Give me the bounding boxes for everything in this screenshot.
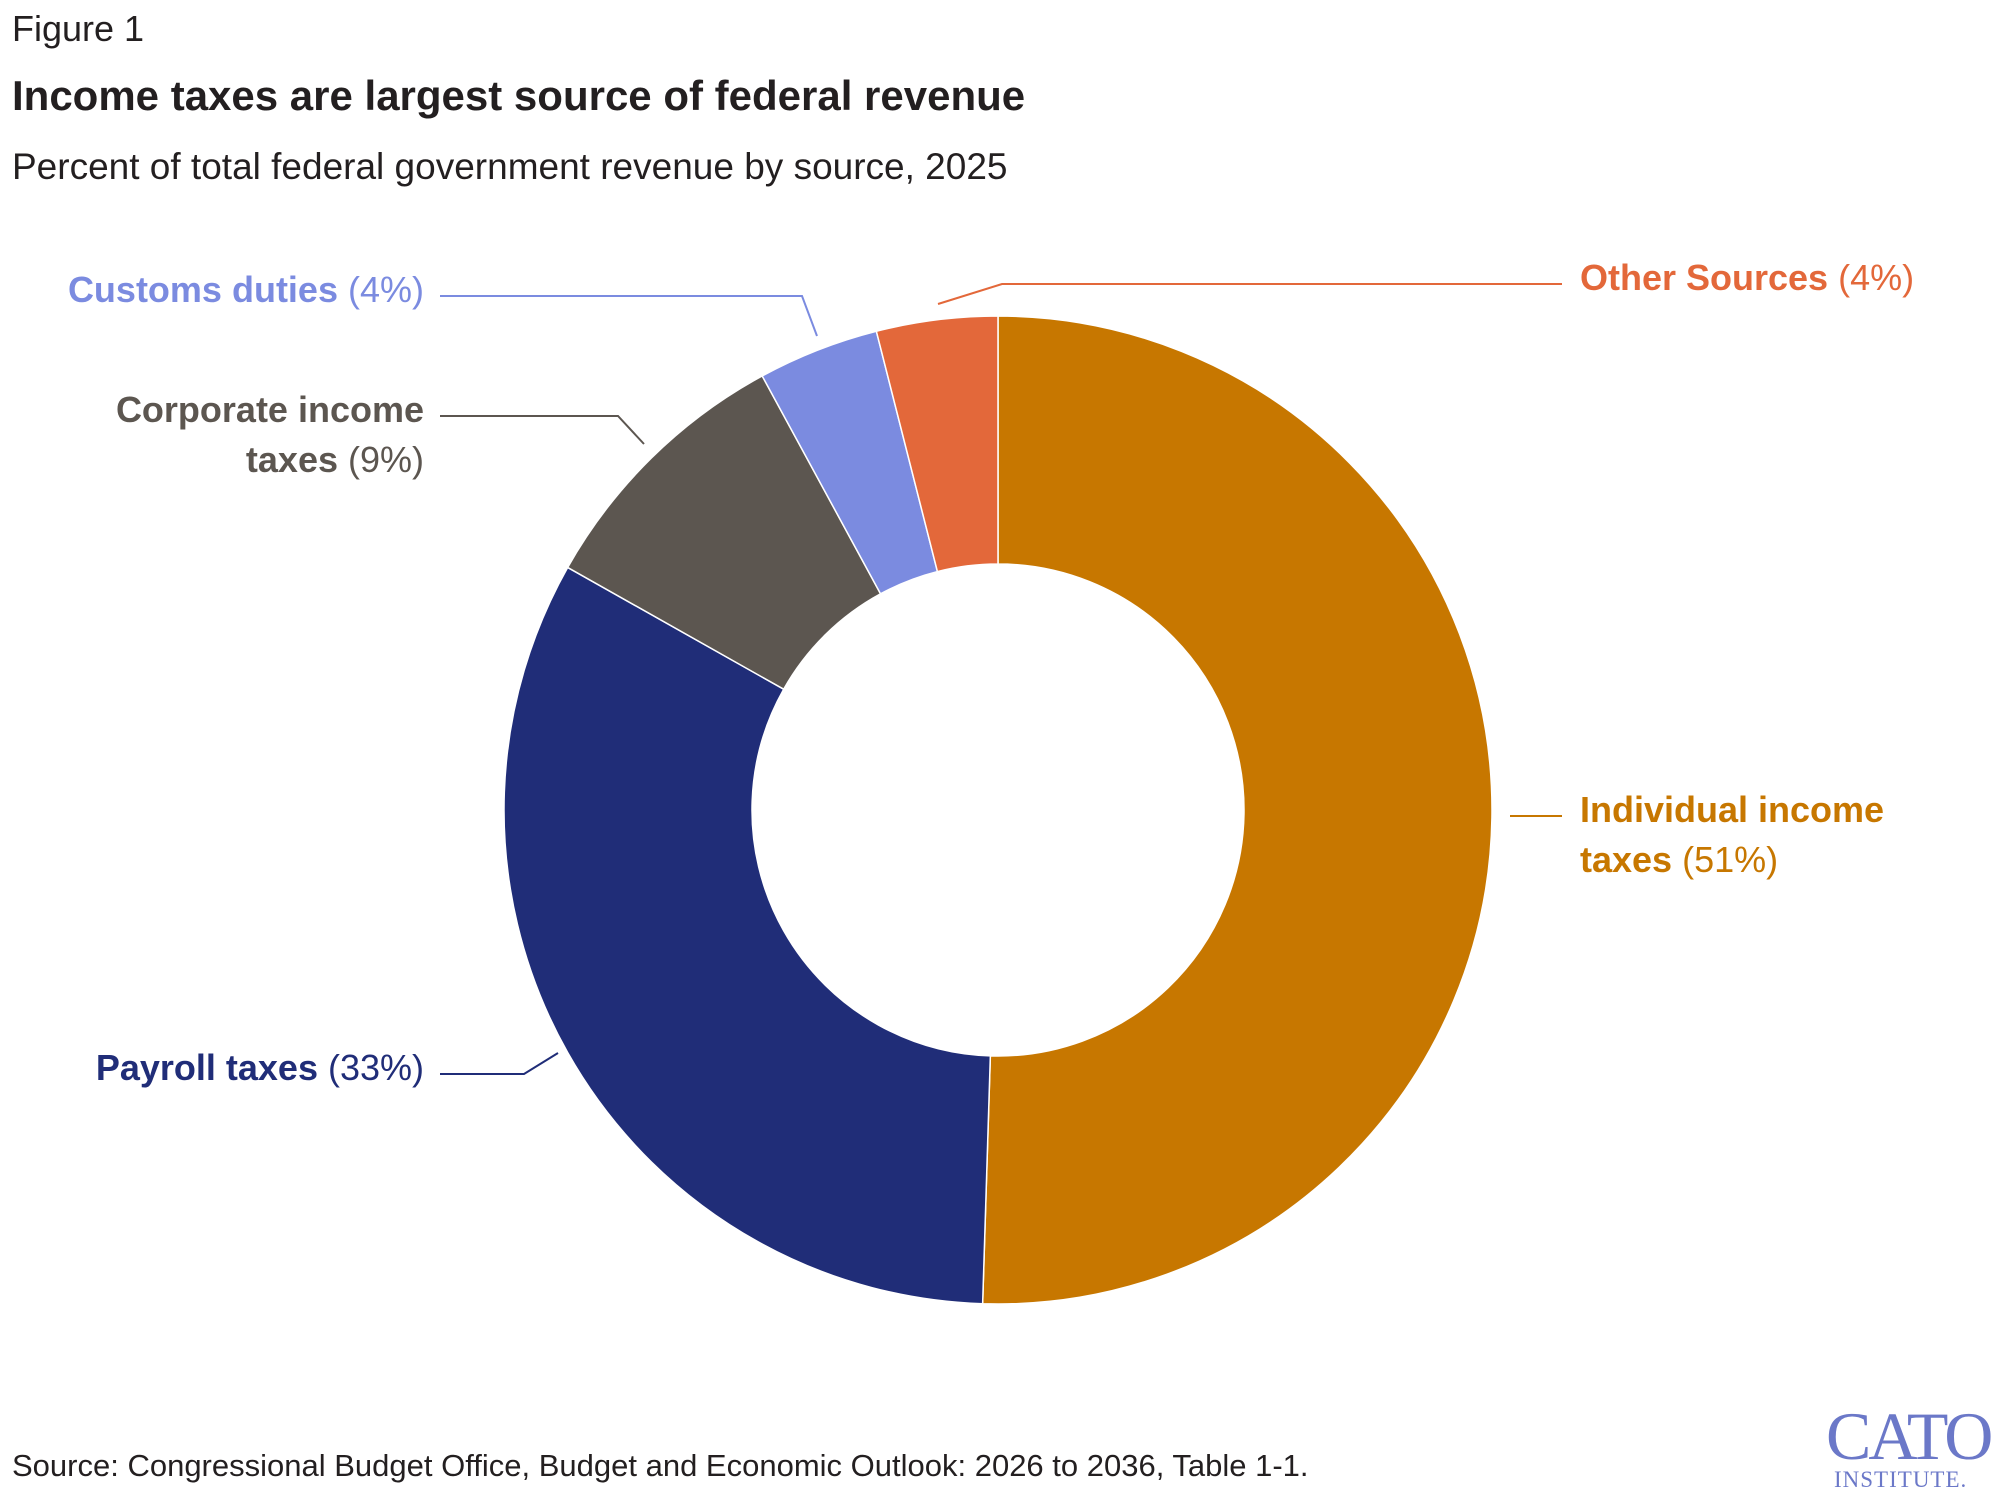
slice-payroll-taxes [503, 566, 992, 1305]
cato-logo: CATO INSTITUTE. [1826, 1402, 1993, 1502]
leader-line-corporate-income-taxes [440, 415, 645, 445]
label-other-sources: Other Sources (4%) [1580, 257, 1914, 298]
slice-individual-income-taxes [981, 315, 1493, 1305]
label-pct-other-sources: (4%) [1828, 257, 1914, 298]
label-text-payroll-taxes: Payroll taxes [96, 1047, 318, 1088]
label-text-individual-income-taxes: taxes [1580, 839, 1672, 880]
leader-line-payroll-taxes [440, 1052, 559, 1075]
label-payroll-taxes: Payroll taxes (33%) [96, 1047, 424, 1088]
label-text-other-sources: Other Sources [1580, 257, 1828, 298]
donut-chart: Individual income taxes (51%) Payroll taxe… [68, 257, 1914, 1305]
label-corporate-income-taxes: Corporate income taxes (9%) [116, 389, 424, 480]
label-pct-corporate-income-taxes: (9%) [338, 439, 424, 480]
label-text-corporate-income-taxes: Corporate income [116, 389, 424, 430]
label-customs-duties: Customs duties (4%) [68, 269, 424, 310]
logo-sub-text: INSTITUTE. [1834, 1467, 1968, 1492]
leader-line-other-sources [937, 283, 1562, 305]
logo-main-text: CATO [1826, 1398, 1993, 1474]
source-note: Source: Congressional Budget Office, Bud… [12, 1448, 1309, 1483]
label-text-customs-duties: Customs duties [68, 269, 338, 310]
label-pct-payroll-taxes: (33%) [318, 1047, 424, 1088]
chart-title: Income taxes are largest source of feder… [12, 72, 1026, 119]
figure-label: Figure 1 [12, 8, 145, 49]
label-pct-customs-duties: (4%) [338, 269, 424, 310]
slice-other-sources [875, 315, 999, 573]
label-pct-individual-income-taxes: (51%) [1672, 839, 1778, 880]
label-individual-income-taxes: Individual income taxes (51%) [1580, 789, 1884, 880]
chart-subtitle: Percent of total federal government reve… [12, 146, 1008, 187]
leader-line-customs-duties [440, 295, 818, 337]
label-text-individual-income-taxes: Individual income [1580, 789, 1884, 830]
label-text-corporate-income-taxes: taxes [246, 439, 338, 480]
